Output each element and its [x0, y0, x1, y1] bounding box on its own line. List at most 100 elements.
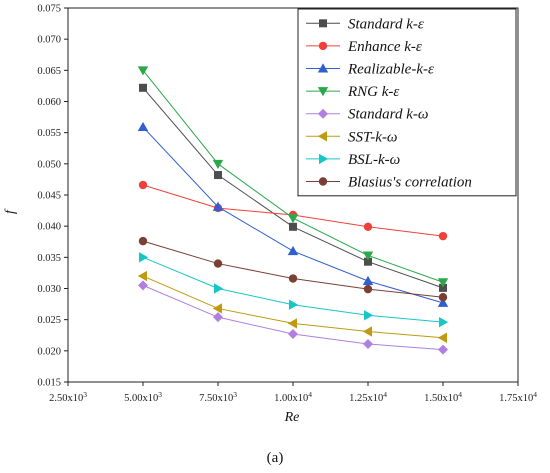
legend-label: RNG k-ε [347, 84, 399, 100]
legend-marker [317, 87, 329, 97]
x-tick-exponent: 4 [383, 390, 387, 399]
data-point [137, 66, 149, 76]
x-tick-mantissa: 7.50x10 [199, 393, 233, 404]
data-point [213, 312, 223, 323]
legend-marker [318, 41, 328, 51]
figure-caption: (a) [267, 450, 284, 466]
legend-label: Realizable-k-ε [347, 62, 434, 78]
data-point [437, 332, 447, 343]
series-7 [139, 252, 449, 328]
series-1 [139, 83, 447, 292]
x-tick-exponent: 3 [233, 390, 237, 399]
x-tick-label: 1.50x104 [424, 390, 462, 404]
y-tick-label: 0.040 [37, 222, 61, 233]
data-point [138, 280, 148, 291]
legend-label: Blasius's correlation [348, 175, 472, 191]
legend-item: Realizable-k-ε [306, 62, 434, 78]
y-tick-label: 0.025 [37, 315, 61, 326]
data-point [438, 231, 448, 241]
data-point [289, 299, 299, 310]
data-point [287, 245, 299, 256]
y-tick-label: 0.050 [37, 159, 61, 170]
legend: Standard k-ε Enhance k-ε Realizable-k-ε RNG… [297, 8, 517, 197]
data-point [212, 159, 224, 170]
legend-item: BSL-k-ω [306, 152, 400, 168]
y-tick-label: 0.065 [37, 66, 61, 77]
legend-marker [319, 19, 327, 28]
x-tick-label: 1.75x104 [499, 390, 537, 404]
data-point [137, 270, 147, 282]
data-point [288, 329, 298, 340]
legend-item: RNG k-ε [306, 84, 399, 100]
y-tick-label: 0.055 [37, 128, 61, 139]
data-point [362, 251, 374, 261]
data-point [137, 121, 149, 132]
x-tick-mantissa: 1.00x10 [274, 393, 308, 404]
x-tick-exponent: 3 [83, 390, 87, 399]
data-point [437, 278, 449, 288]
series-5 [138, 280, 448, 355]
data-point [363, 284, 373, 294]
x-tick-exponent: 4 [308, 390, 312, 399]
data-point [287, 214, 299, 224]
data-point [437, 297, 449, 307]
y-axis-title: f [3, 208, 18, 214]
series-layer [137, 66, 449, 355]
y-tick-label: 0.045 [37, 191, 61, 202]
y-tick-label: 0.060 [37, 97, 61, 108]
x-tick-mantissa: 2.50x10 [49, 393, 83, 404]
legend-item: Standard k-ε [306, 16, 424, 32]
x-tick-exponent: 4 [458, 390, 462, 399]
y-tick-label: 0.020 [37, 346, 61, 357]
data-point [364, 257, 372, 266]
legend-box [297, 8, 517, 197]
data-point [362, 326, 372, 337]
x-tick-mantissa: 1.75x10 [499, 393, 533, 404]
x-tick-label: 2.50x103 [49, 390, 87, 404]
legend-label: Standard k-ε [348, 16, 424, 32]
legend-item: Blasius's correlation [306, 175, 472, 191]
x-tick-mantissa: 1.25x10 [349, 393, 383, 404]
data-point [139, 252, 149, 263]
data-point [363, 222, 373, 231]
legend-marker [319, 153, 329, 165]
x-tick-exponent: 4 [533, 390, 537, 399]
x-tick-label: 1.00x104 [274, 390, 312, 404]
data-point [213, 259, 223, 268]
data-point [287, 318, 297, 329]
data-point [288, 274, 298, 283]
y-tick-label: 0.030 [37, 284, 61, 295]
data-point [138, 180, 148, 190]
legend-item: Standard k-ω [306, 107, 428, 123]
legend-label: Standard k-ω [348, 107, 428, 123]
series-8 [138, 236, 448, 302]
legend-marker [317, 131, 327, 142]
x-tick-exponent: 3 [158, 390, 162, 399]
legend-label: SST-k-ω [348, 129, 397, 145]
legend-label: BSL-k-ω [348, 152, 400, 168]
data-point [363, 338, 373, 349]
data-point [362, 275, 374, 286]
legend-marker [317, 63, 329, 73]
x-axis-ticks: 2.50x103 5.00x103 7.50x103 1.00x104 1.25x104… [49, 382, 537, 404]
series-4 [137, 66, 449, 288]
data-point [138, 236, 148, 246]
legend-item: Enhance k-ε [306, 39, 422, 55]
data-point [212, 303, 222, 314]
series-3 [137, 121, 449, 307]
data-point [438, 293, 448, 302]
x-tick-label: 1.25x104 [349, 390, 387, 404]
x-tick-mantissa: 1.50x10 [424, 393, 458, 404]
x-tick-label: 7.50x103 [199, 390, 237, 404]
data-point [212, 201, 224, 211]
legend-marker [318, 177, 328, 186]
data-point [214, 283, 224, 294]
y-tick-label: 0.035 [37, 253, 61, 264]
data-point [364, 310, 374, 321]
y-tick-label: 0.075 [37, 4, 61, 15]
data-point [439, 283, 447, 292]
y-tick-label: 0.070 [37, 35, 61, 46]
x-axis-title: Re [284, 410, 300, 425]
x-tick-label: 5.00x103 [124, 390, 162, 404]
